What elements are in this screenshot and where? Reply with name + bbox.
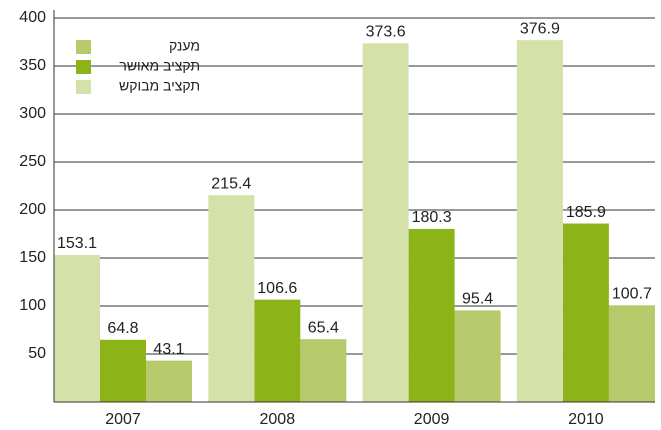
value-label: 376.9 xyxy=(520,20,560,37)
legend-label: מענק xyxy=(169,38,200,54)
bar xyxy=(54,255,100,402)
bar xyxy=(300,339,347,402)
y-tick-label: 100 xyxy=(19,297,46,314)
value-label: 95.4 xyxy=(462,291,493,308)
y-tick-label: 150 xyxy=(19,249,46,266)
legend-swatch xyxy=(76,60,91,74)
y-tick-label: 200 xyxy=(19,201,46,218)
bar xyxy=(254,299,301,402)
x-tick-label: 2010 xyxy=(568,411,604,428)
value-label: 100.7 xyxy=(612,286,652,303)
bar xyxy=(362,43,409,403)
bar xyxy=(562,223,609,402)
legend-swatch xyxy=(76,40,91,54)
y-tick-label: 300 xyxy=(19,105,46,122)
y-tick-label: 250 xyxy=(19,153,46,170)
value-label: 373.6 xyxy=(366,24,406,41)
value-label: 185.9 xyxy=(566,204,606,221)
value-label: 64.8 xyxy=(107,320,138,337)
value-label: 65.4 xyxy=(308,319,339,336)
value-label: 153.1 xyxy=(57,235,97,252)
legend-label: תקציב מבוקש xyxy=(119,78,200,94)
value-label: 43.1 xyxy=(153,341,184,358)
y-tick-label: 400 xyxy=(19,9,46,26)
value-label: 106.6 xyxy=(257,280,297,297)
y-tick-label: 350 xyxy=(19,57,46,74)
bar xyxy=(408,228,455,402)
bar xyxy=(516,40,563,403)
y-tick-label: 50 xyxy=(28,345,46,362)
x-tick-label: 2009 xyxy=(414,411,450,428)
bar xyxy=(100,339,146,402)
bar xyxy=(454,310,501,402)
x-tick-label: 2007 xyxy=(105,411,141,428)
bar xyxy=(208,195,255,402)
legend-label: תקציב מאושר xyxy=(119,58,200,74)
value-label: 215.4 xyxy=(211,175,251,192)
bar xyxy=(146,360,192,402)
x-tick-label: 2008 xyxy=(260,411,296,428)
bar xyxy=(608,305,655,402)
value-label: 180.3 xyxy=(412,209,452,226)
legend-swatch xyxy=(76,80,91,94)
